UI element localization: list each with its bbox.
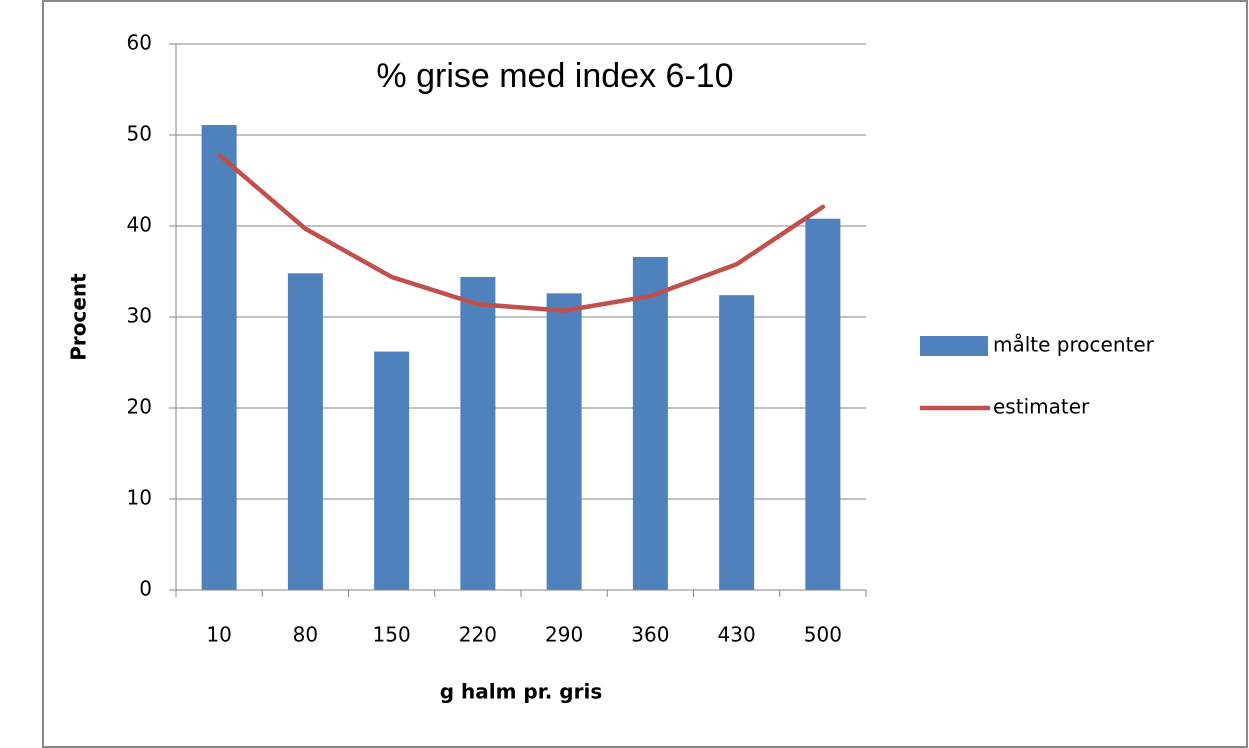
x-tick-label: 10 [206,623,231,647]
bar [201,124,237,591]
y-tick-label: 10 [127,486,152,510]
x-tick-label: 80 [293,623,318,647]
x-tick-label: 360 [631,623,669,647]
bar [632,256,668,590]
x-tick-label: 430 [718,623,756,647]
x-tick-label: 290 [545,623,583,647]
y-tick-label: 20 [127,395,152,419]
y-tick-label: 60 [127,31,152,55]
y-tick-label: 0 [139,577,152,601]
x-tick-label: 150 [373,623,411,647]
x-tick-label: 500 [804,623,842,647]
chart-title: % grise med index 6-10 [376,57,733,95]
legend-label: estimater [993,395,1090,419]
x-axis-label: g halm pr. gris [440,680,603,704]
legend-label: målte procenter [993,333,1155,357]
bar [719,295,755,590]
y-tick-label: 50 [127,122,152,146]
x-tick-label: 220 [459,623,497,647]
bar [805,218,841,590]
bar [287,273,323,590]
bar [546,293,582,590]
line [216,152,826,313]
y-tick-label: 40 [127,213,152,237]
y-tick-label: 30 [127,304,152,328]
y-axis-label: Procent [67,273,91,361]
legend-swatch [920,336,988,356]
bar [460,276,496,590]
bar [374,351,410,590]
